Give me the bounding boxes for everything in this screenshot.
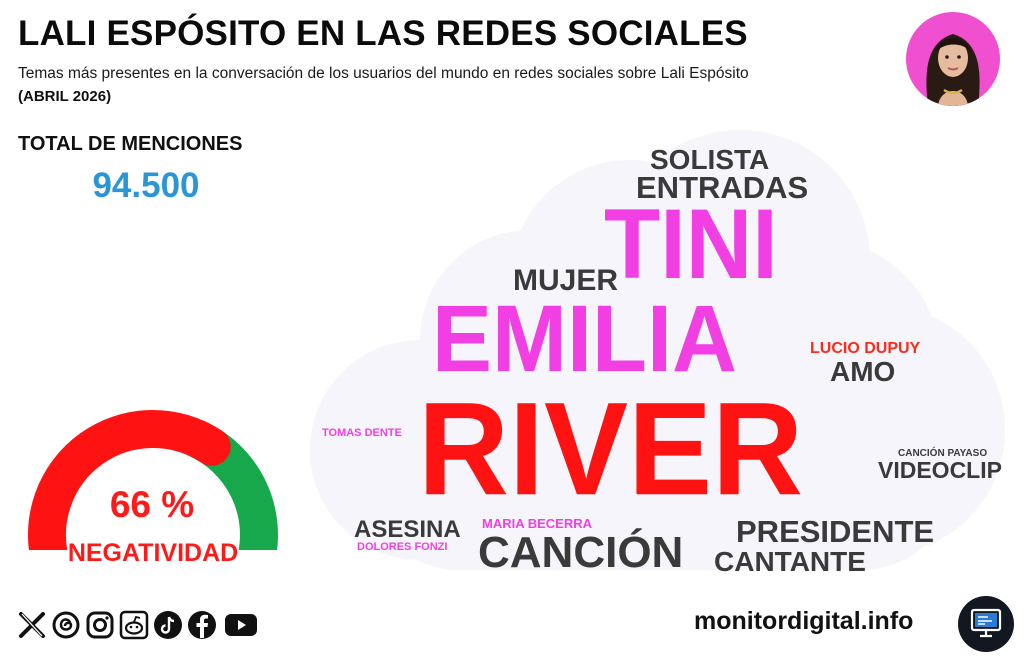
facebook-icon[interactable] (186, 609, 218, 641)
page-subtitle: Temas más presentes en la conversación d… (18, 65, 749, 82)
negativity-value: 66 % (109, 484, 195, 525)
word-emilia: EMILIA (432, 286, 737, 392)
word-maria-becerra: MARIA BECERRA (482, 516, 593, 531)
word-cantante: CANTANTE (714, 546, 866, 577)
youtube-icon[interactable] (220, 609, 262, 641)
x-icon[interactable] (16, 609, 48, 641)
word-tomas-dente: TOMAS DENTE (322, 427, 402, 439)
social-icons (16, 609, 262, 641)
negativity-gauge (28, 409, 278, 550)
monitor-icon (958, 596, 1014, 652)
word-tini: TINI (604, 189, 778, 300)
gauge-negative-arc (28, 409, 231, 550)
total-mentions-value: 94.500 (92, 166, 200, 205)
word-solista: SOLISTA (650, 144, 770, 175)
avatar (906, 12, 1000, 106)
threads-icon[interactable] (50, 609, 82, 641)
period-label: (ABRIL 2026) (18, 88, 112, 105)
page-title: LALI ESPÓSITO EN LAS REDES SOCIALES (18, 14, 748, 53)
word-asesina: ASESINA (354, 516, 461, 543)
reddit-icon[interactable] (118, 609, 150, 641)
word-cancion-payaso: CANCIÓN PAYASO (898, 448, 988, 459)
site-url[interactable]: monitordigital.info (694, 607, 914, 635)
cloud-shape (310, 130, 1005, 570)
word-presidente: PRESIDENTE (736, 514, 935, 549)
negativity-label: NEGATIVIDAD (67, 539, 239, 567)
instagram-icon[interactable] (84, 609, 116, 641)
word-entradas: ENTRADAS (636, 170, 809, 205)
word-dolores-fonzi: DOLORES FONZI (357, 541, 448, 553)
word-cancion: CANCIÓN (478, 528, 684, 577)
word-lucio-dupuy: LUCIO DUPUY (810, 340, 921, 357)
word-videoclip: VIDEOCLIP (878, 457, 1002, 483)
word-mujer: MUJER (513, 264, 619, 297)
word-river: RIVER (418, 374, 804, 523)
word-amo: AMO (830, 356, 896, 387)
tiktok-icon[interactable] (152, 609, 184, 641)
total-mentions-label: TOTAL DE MENCIONES (18, 133, 243, 155)
